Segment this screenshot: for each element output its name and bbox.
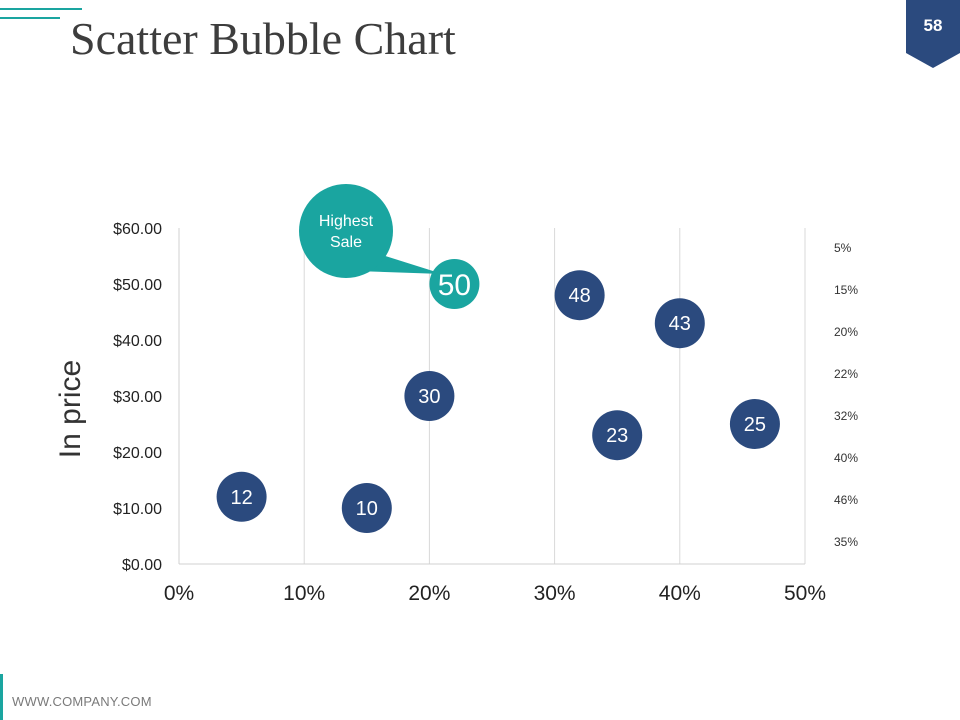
x-tick-label: 30%	[534, 582, 576, 605]
y-tick-label: $10.00	[113, 501, 162, 518]
x-tick-label: 10%	[283, 582, 325, 605]
data-label: 12	[230, 487, 252, 509]
data-bubble	[341, 483, 392, 533]
data-bubble	[554, 270, 605, 321]
callout-text-line2: Sale	[330, 234, 362, 251]
y-tick-label: $40.00	[113, 333, 162, 350]
side-label: 35%	[834, 535, 858, 549]
data-label: 43	[669, 313, 691, 335]
x-tick-label: 20%	[408, 582, 450, 605]
page-number: 58	[923, 16, 943, 35]
side-label: 22%	[834, 367, 858, 381]
data-label: 25	[744, 414, 766, 436]
x-tick-label: 40%	[659, 582, 701, 605]
data-label: 48	[569, 285, 591, 307]
y-tick-label: $50.00	[113, 277, 162, 294]
y-tick-label: $0.00	[122, 557, 162, 574]
side-label: 15%	[834, 283, 858, 297]
footer-website: WWW.COMPANY.COM	[12, 694, 152, 709]
callout-bubble	[299, 184, 393, 278]
side-label: 46%	[834, 493, 858, 507]
y-tick-label: $60.00	[113, 221, 162, 238]
side-label: 20%	[834, 325, 858, 339]
data-label: 50	[438, 269, 471, 302]
data-label: 10	[356, 498, 378, 520]
callout-text-line1: Highest	[319, 213, 374, 230]
side-label: 5%	[834, 241, 852, 255]
side-label: 32%	[834, 409, 858, 423]
data-bubble-highlight	[429, 259, 480, 309]
y-tick-label: $20.00	[113, 445, 162, 462]
x-tick-label: 50%	[784, 582, 826, 605]
x-tick-label: 0%	[164, 582, 194, 605]
slide-title: Scatter Bubble Chart	[70, 13, 456, 64]
data-bubble	[729, 399, 780, 449]
data-bubble	[592, 410, 643, 461]
footer-accent-bar	[0, 674, 3, 720]
y-tick-label: $30.00	[113, 389, 162, 406]
title-accent-line-short	[0, 17, 60, 19]
page-number-badge: 58	[906, 0, 960, 68]
data-bubble	[654, 298, 705, 349]
data-bubble	[216, 471, 267, 522]
y-axis-title: In price	[54, 360, 87, 458]
side-label: 40%	[834, 451, 858, 465]
data-label: 23	[606, 425, 628, 447]
data-bubble	[404, 371, 455, 421]
data-label: 30	[418, 386, 440, 408]
title-accent-line-long	[0, 8, 82, 10]
